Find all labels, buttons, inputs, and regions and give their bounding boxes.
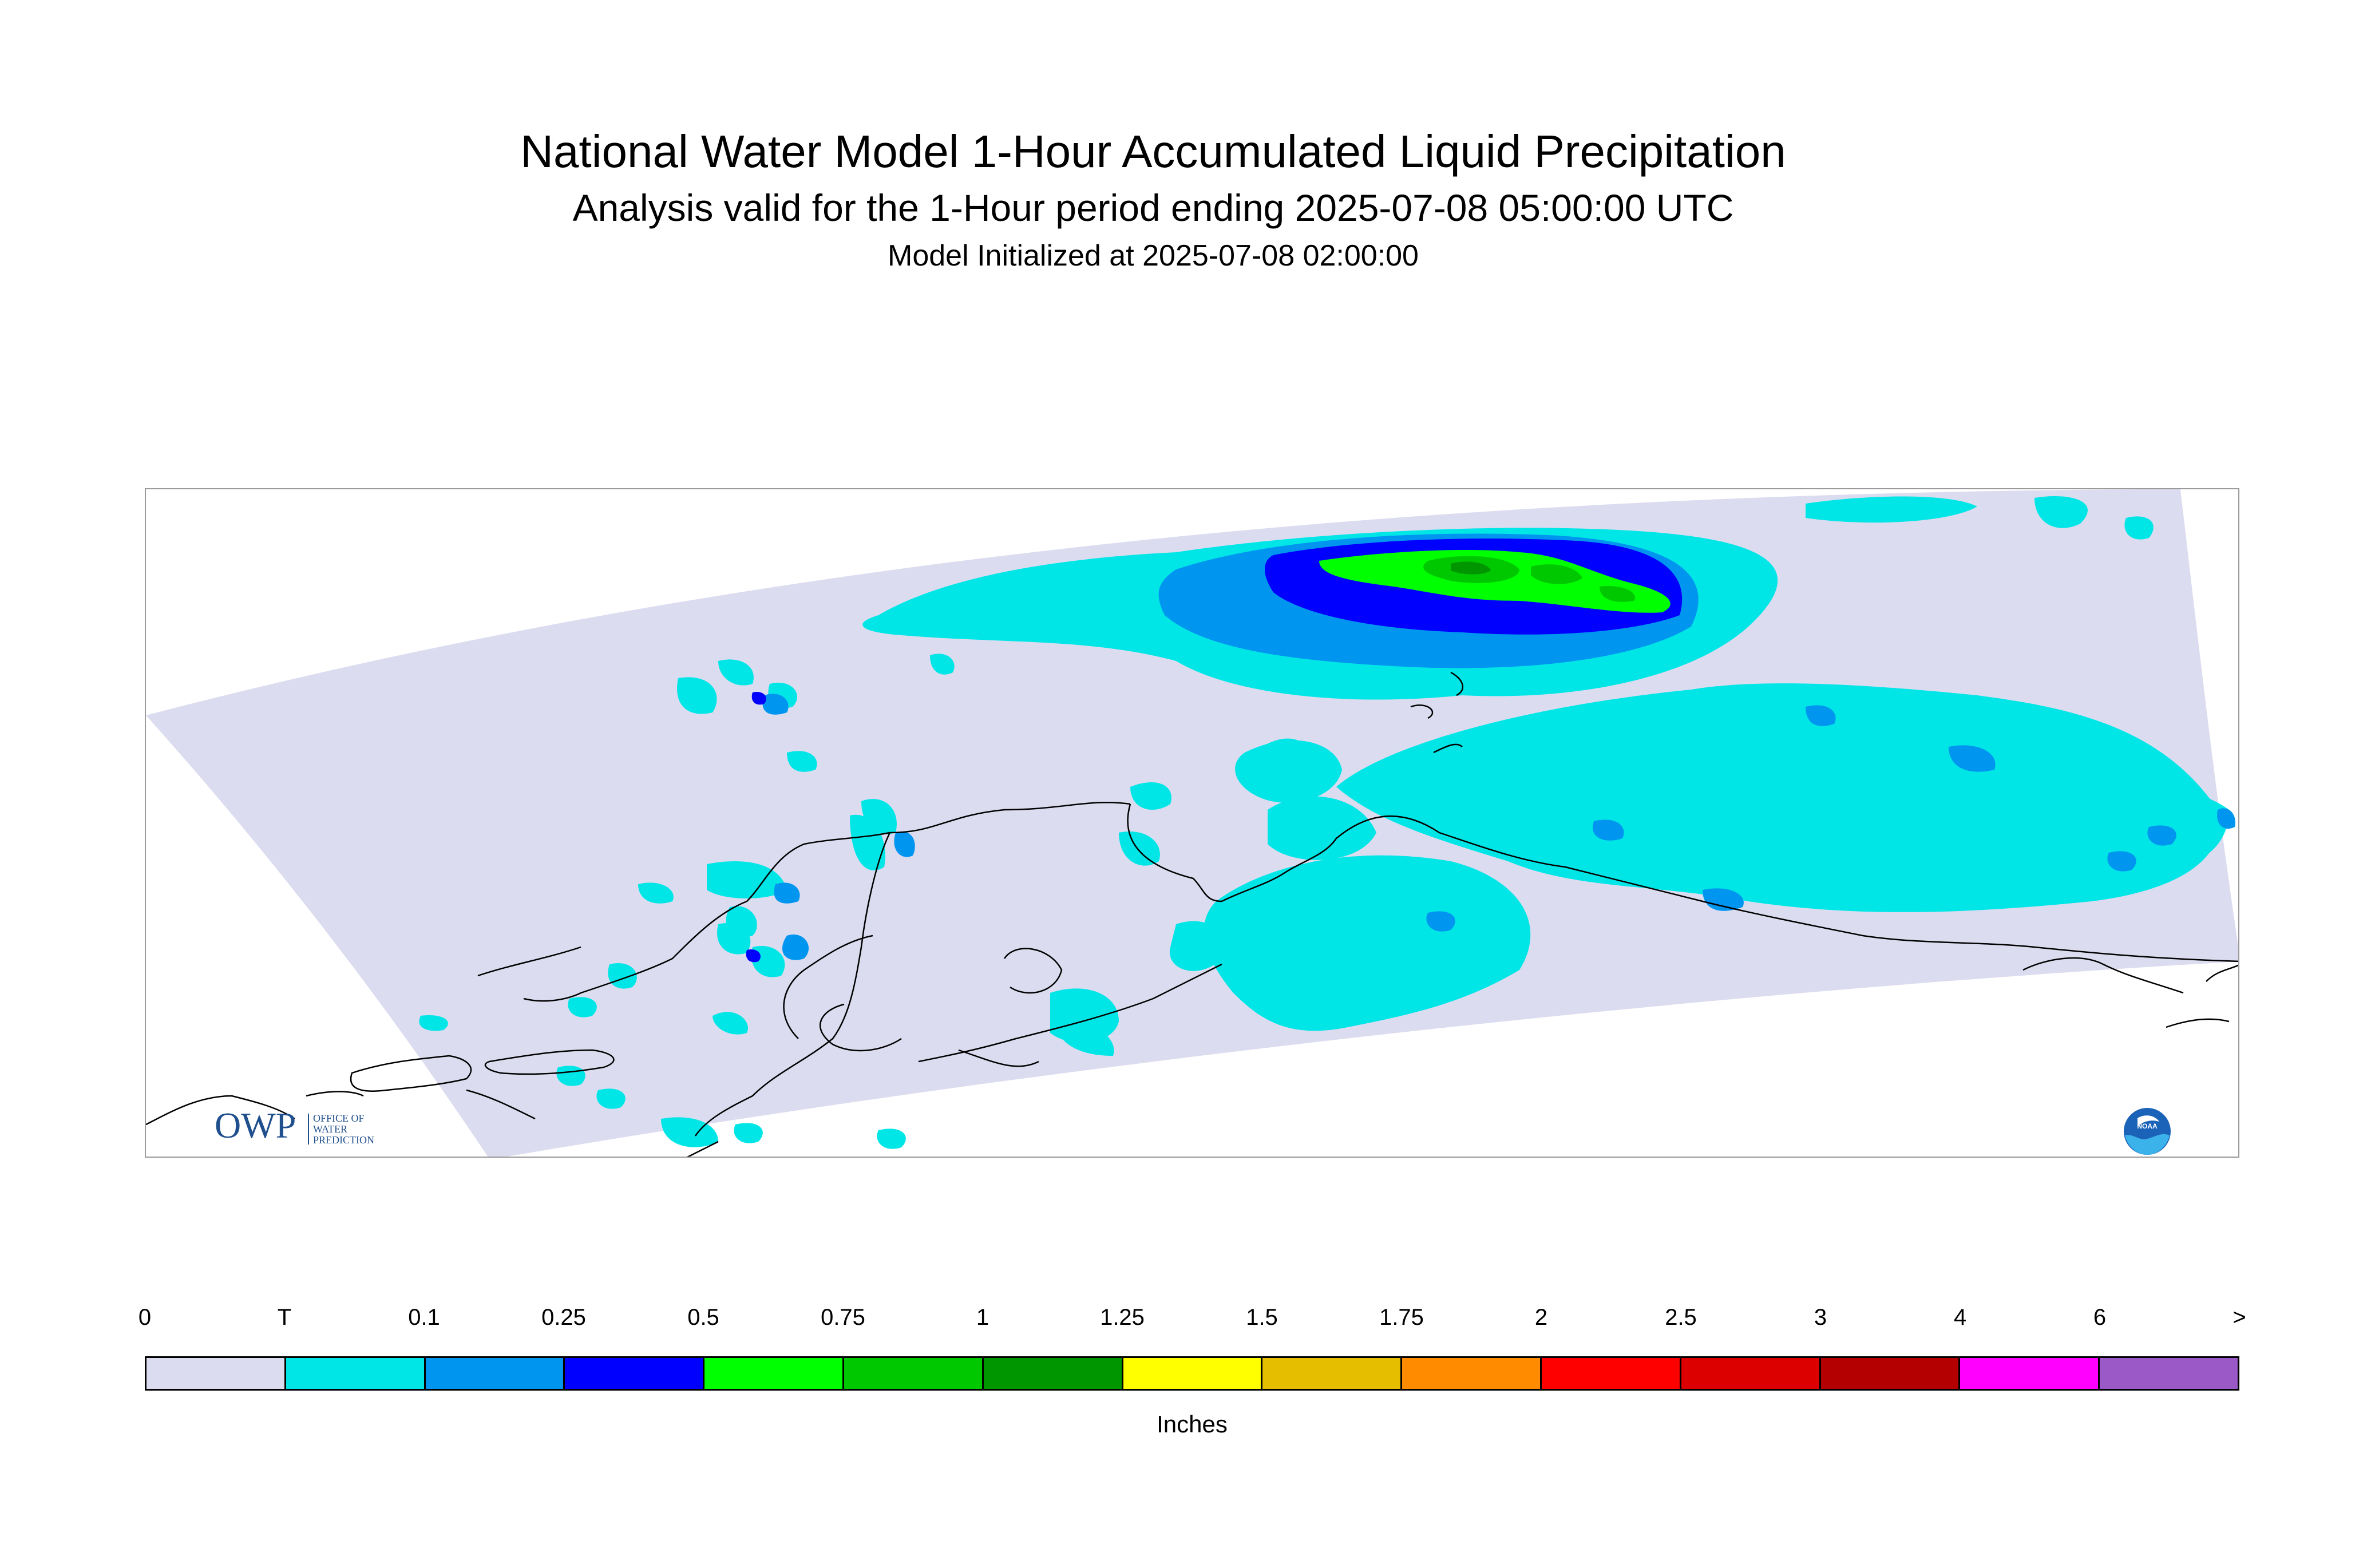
legend-tick-label: 1.5: [1246, 1305, 1278, 1330]
legend-swatch: [1262, 1358, 1403, 1389]
legend-tick-label: 6: [2093, 1305, 2107, 1330]
legend-tick-label: 2: [1534, 1305, 1548, 1330]
coastline: [146, 671, 2238, 1157]
legend-tick-label: 0.5: [687, 1305, 719, 1330]
legend-tick-label: 0: [138, 1305, 152, 1330]
legend-tick-label: 0.75: [821, 1305, 865, 1330]
legend-tick-label: 4: [1953, 1305, 1967, 1330]
legend-color-bar: [145, 1356, 2239, 1391]
color-legend: 0 T 0.1 0.25 0.5 0.75 1 1.25 1.5 1.75 2 2.5 3 4 6 > Inc…: [138, 1305, 2246, 1454]
legend-tick-label: 1.25: [1100, 1305, 1145, 1330]
legend-swatch: [704, 1358, 844, 1389]
svg-text:NOAA: NOAA: [2137, 1122, 2158, 1130]
legend-tick-label: 0.25: [541, 1305, 586, 1330]
legend-tick-label: 3: [1814, 1305, 1827, 1330]
legend-units: Inches: [1157, 1411, 1228, 1438]
legend-swatch: [147, 1358, 286, 1389]
legend-swatch: [1960, 1358, 2100, 1389]
legend-tick-label: 0.1: [408, 1305, 440, 1330]
legend-tick-label: >: [2232, 1305, 2246, 1330]
svg-text:PREDICTION: PREDICTION: [313, 1134, 374, 1146]
legend-swatch: [844, 1358, 984, 1389]
owp-logo-text: OWP: [215, 1105, 296, 1146]
legend-tick-label: 2.5: [1665, 1305, 1697, 1330]
precipitation-map: [146, 489, 2238, 1157]
legend-tick-label: T: [277, 1305, 292, 1330]
model-domain: [146, 489, 2238, 1157]
legend-swatch: [2100, 1358, 2238, 1389]
legend-swatch: [565, 1358, 705, 1389]
svg-text:OFFICE OF: OFFICE OF: [313, 1112, 365, 1124]
model-initialized: Model Initialized at 2025-07-08 02:00:00: [888, 239, 1419, 272]
legend-swatch: [1123, 1358, 1263, 1389]
precip-dark-green-areas: [1451, 561, 1491, 575]
analysis-period: Analysis valid for the 1-Hour period end…: [572, 187, 1734, 229]
legend-swatch: [983, 1358, 1123, 1389]
legend-swatch: [286, 1358, 426, 1389]
legend-swatch: [425, 1358, 565, 1389]
legend-swatch: [1820, 1358, 1961, 1389]
title-block: National Water Model 1-Hour Accumulated …: [0, 123, 2375, 276]
legend-swatch: [1681, 1358, 1821, 1389]
svg-text:WATER: WATER: [313, 1123, 347, 1135]
legend-tick-label: 1: [976, 1305, 989, 1330]
legend-tick-label: 1.75: [1379, 1305, 1424, 1330]
map-title: National Water Model 1-Hour Accumulated …: [520, 126, 1786, 177]
legend-swatch: [1541, 1358, 1681, 1389]
map-panel: OWP OFFICE OF WATER PREDICTION NOAA: [145, 488, 2239, 1158]
legend-swatch: [1402, 1358, 1542, 1389]
